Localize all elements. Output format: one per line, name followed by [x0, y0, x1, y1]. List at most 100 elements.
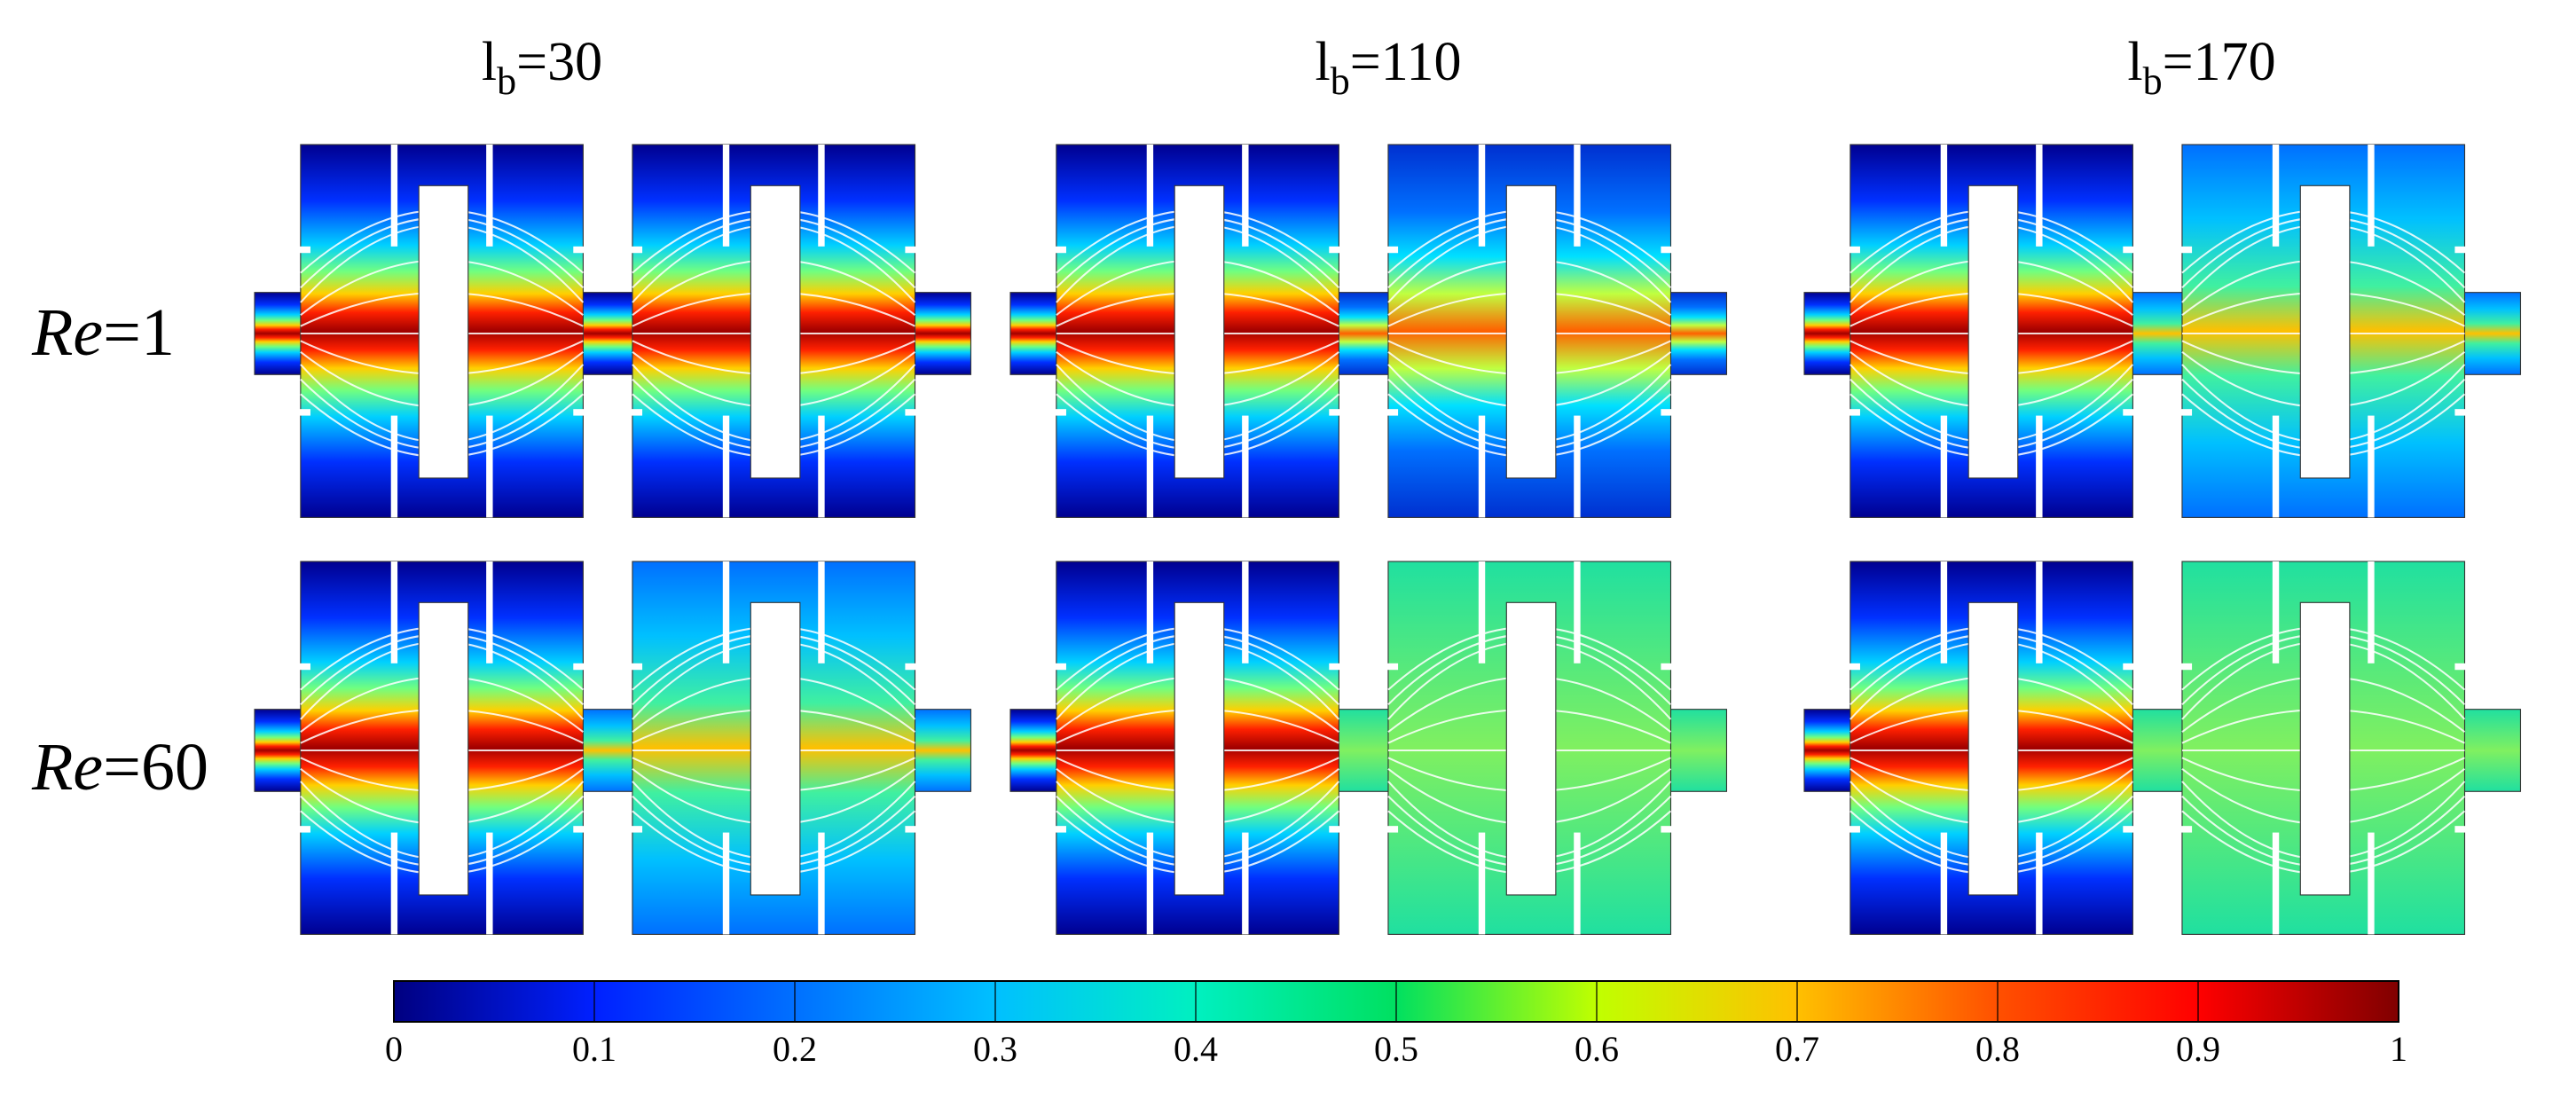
- outlet: [911, 709, 972, 792]
- notch: [2454, 246, 2469, 254]
- inlet: [1009, 709, 1061, 792]
- notch: [629, 409, 643, 416]
- notch: [1329, 826, 1343, 833]
- colorbar-tick-label: 1: [2390, 1029, 2407, 1069]
- connector: [2129, 709, 2187, 792]
- connector: [579, 292, 637, 375]
- baffle-gap: [2272, 561, 2280, 663]
- symbol: l: [2127, 32, 2142, 92]
- notch: [1053, 246, 1066, 254]
- outlet: [1667, 709, 1728, 792]
- baffle-gap: [2368, 415, 2375, 518]
- baffle-gap: [1146, 145, 1154, 247]
- value: =110: [1350, 32, 1462, 92]
- value: =60: [103, 730, 208, 805]
- baffle-gap: [2368, 561, 2375, 663]
- pillar: [1505, 184, 1557, 479]
- notch: [2179, 663, 2193, 671]
- notch: [629, 663, 643, 671]
- notch: [1329, 246, 1343, 254]
- notch: [1847, 246, 1860, 254]
- subscript: b: [1331, 59, 1350, 103]
- colorbar-tick-label: 0.5: [1374, 1029, 1418, 1069]
- notch: [2123, 826, 2137, 833]
- baffle-gap: [2368, 832, 2375, 935]
- notch: [2179, 246, 2193, 254]
- baffle-gap: [1478, 415, 1486, 518]
- symbol: Re: [31, 295, 103, 370]
- notch: [573, 663, 587, 671]
- inlet: [1803, 709, 1855, 792]
- baffle-gap: [486, 832, 493, 935]
- notch: [1053, 826, 1066, 833]
- panel: [254, 144, 972, 518]
- notch: [297, 826, 310, 833]
- notch: [573, 409, 587, 416]
- notch: [1847, 409, 1860, 416]
- colorbar-tick-label: 0: [385, 1029, 403, 1069]
- pillar: [1174, 601, 1225, 896]
- baffle-gap: [1574, 415, 1581, 518]
- baffle-gap: [1478, 832, 1486, 935]
- baffle-gap: [1242, 145, 1249, 247]
- baffle-gap: [1146, 415, 1154, 518]
- outlet: [2461, 292, 2522, 375]
- notch: [1329, 409, 1343, 416]
- panel: [1009, 561, 1728, 935]
- notch: [1053, 663, 1066, 671]
- outlet: [2461, 709, 2522, 792]
- notch: [2454, 663, 2469, 671]
- baffle-gap: [1574, 561, 1581, 663]
- value: =30: [516, 32, 602, 92]
- notch: [2179, 826, 2193, 833]
- baffle-gap: [390, 415, 398, 518]
- notch: [2123, 246, 2137, 254]
- baffle-gap: [1574, 145, 1581, 247]
- pillar: [1967, 184, 2019, 479]
- contour-panels: [254, 144, 2522, 935]
- connector: [1335, 709, 1393, 792]
- column-title: lb=170: [2127, 32, 2275, 103]
- notch: [629, 246, 643, 254]
- baffle-gap: [2272, 145, 2280, 247]
- baffle-gap: [1940, 415, 1948, 518]
- notch: [905, 663, 919, 671]
- baffle-gap: [722, 832, 730, 935]
- baffle-gap: [1574, 832, 1581, 935]
- colorbar-tick-label: 0.1: [572, 1029, 617, 1069]
- baffle-gap: [2036, 415, 2043, 518]
- subscript: b: [2143, 59, 2163, 103]
- notch: [2123, 409, 2137, 416]
- outlet: [1667, 292, 1728, 375]
- value: =170: [2163, 32, 2276, 92]
- inlet: [254, 709, 305, 792]
- pillar: [1174, 184, 1225, 479]
- notch: [1847, 663, 1860, 671]
- notch: [297, 409, 310, 416]
- colorbar-ticks: 0 0.1 0.2 0.3 0.4 0.5 0.6 0.7 0.8 0.9 1: [385, 981, 2407, 1069]
- inlet: [1803, 292, 1855, 375]
- notch: [1661, 826, 1675, 833]
- notch: [2179, 409, 2193, 416]
- column-title: lb=30: [482, 32, 602, 103]
- baffle-gap: [818, 415, 825, 518]
- notch: [1661, 246, 1675, 254]
- colorbar-tick-label: 0.3: [973, 1029, 1017, 1069]
- connector: [1335, 292, 1393, 375]
- baffle-gap: [2036, 832, 2043, 935]
- baffle-gap: [486, 145, 493, 247]
- baffle-gap: [2272, 832, 2280, 935]
- pillar: [2299, 601, 2351, 896]
- notch: [2454, 409, 2469, 416]
- outlet: [911, 292, 972, 375]
- row-label: Re=60: [31, 730, 208, 805]
- notch: [905, 826, 919, 833]
- value: =1: [103, 295, 175, 370]
- notch: [297, 663, 310, 671]
- notch: [1661, 663, 1675, 671]
- notch: [1385, 663, 1399, 671]
- notch: [905, 246, 919, 254]
- pillar: [1967, 601, 2019, 896]
- colorbar-tick-label: 0.9: [2176, 1029, 2220, 1069]
- baffle-gap: [722, 415, 730, 518]
